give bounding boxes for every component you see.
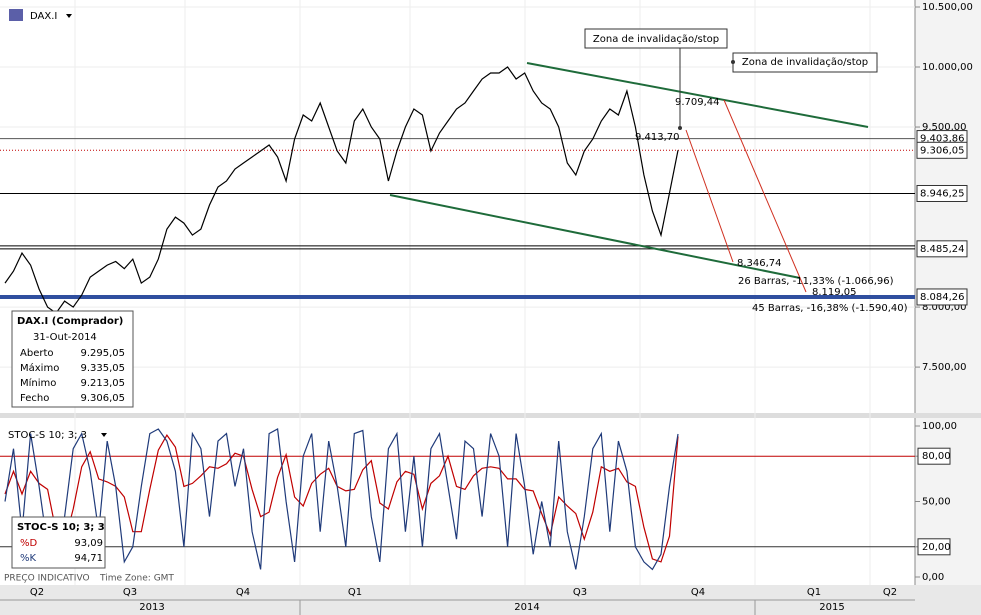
footer-timezone: Time Zone: GMT <box>99 574 174 584</box>
y-tick-label: 10.000,00 <box>922 62 973 73</box>
info-title: DAX.I (Comprador) <box>17 316 123 327</box>
instrument-title[interactable]: DAX.I <box>30 11 57 22</box>
quarter-label: Q1 <box>807 587 821 598</box>
series-line <box>4 428 679 571</box>
quarter-label: Q2 <box>30 587 44 598</box>
callout-box <box>584 28 728 49</box>
quarter-label: Q1 <box>348 587 362 598</box>
info-value: 94,71 <box>74 553 103 564</box>
series-line <box>4 433 679 563</box>
info-label: %K <box>20 553 37 564</box>
dropdown-arrow[interactable] <box>66 14 72 18</box>
panel-divider <box>0 413 981 418</box>
series-line <box>4 66 679 314</box>
y-tick-label: 80,00 <box>922 451 951 462</box>
indicator-title[interactable]: STOC-S 10; 3; 3 <box>8 430 87 441</box>
level-label: 9.306,05 <box>920 145 965 156</box>
callout-dot <box>678 126 682 130</box>
annotation: Zona de invalidação/stop <box>742 57 868 68</box>
info-box <box>11 310 134 408</box>
annotation: 8.119,05 <box>812 287 857 298</box>
level-label: 8.946,25 <box>920 188 965 199</box>
level-label-box <box>916 240 968 258</box>
marks <box>0 6 920 578</box>
year-label: 2013 <box>139 602 164 613</box>
info-label: Aberto <box>20 348 54 359</box>
y-tick-label: 7.500,00 <box>922 362 967 373</box>
projection-arrow <box>723 99 807 293</box>
quarter-label: Q3 <box>123 587 137 598</box>
instrument-icon <box>9 9 23 21</box>
info-value: 9.295,05 <box>80 348 125 359</box>
y-tick-label: 8.000,00 <box>922 302 967 313</box>
quarter-label: Q4 <box>691 587 705 598</box>
y-tick-label: 100,00 <box>922 421 957 432</box>
quarter-label: Q4 <box>236 587 250 598</box>
annotation: 9.709,44 <box>675 97 720 108</box>
info-value: 9.335,05 <box>80 363 125 374</box>
info-title: STOC-S 10; 3; 3 <box>17 522 105 533</box>
channel-lower <box>389 194 801 279</box>
info-label: Máximo <box>20 362 59 374</box>
axis-strip <box>915 0 981 615</box>
y-tick-label: 50,00 <box>922 497 951 508</box>
y-tick-label: 9.500,00 <box>922 122 967 133</box>
info-date: 31-Out-2014 <box>33 332 97 343</box>
info-value: 93,09 <box>74 538 103 549</box>
projection-arrow <box>685 129 734 263</box>
annotation: 45 Barras, -16,38% (-1.590,40) <box>752 303 908 314</box>
level-label-box <box>916 184 968 202</box>
info-label: Fecho <box>20 393 49 404</box>
info-label: Mínimo <box>20 377 56 389</box>
annotation: 26 Barras, -11,33% (-1.066,96) <box>738 276 894 287</box>
level-label-box <box>916 288 968 306</box>
dropdown-arrow[interactable] <box>101 433 107 437</box>
y-tick-label: 20,00 <box>922 542 951 553</box>
level-label: 9.403,86 <box>920 134 965 145</box>
info-label: %D <box>20 538 38 549</box>
y-tick-label: 0,00 <box>922 572 944 583</box>
tick-highlight <box>917 538 951 556</box>
level-label-box <box>916 141 968 159</box>
annotation: 8.346,74 <box>737 258 782 269</box>
footer-note: PREÇO INDICATIVO <box>4 574 90 584</box>
annotation: Zona de invalidação/stop <box>593 34 719 45</box>
level-label: 8.485,24 <box>920 244 965 255</box>
tick-highlight <box>917 447 951 465</box>
quarter-label: Q2 <box>883 587 897 598</box>
y-tick-label: 10.500,00 <box>922 2 973 13</box>
info-box <box>11 516 106 569</box>
quarter-label: Q3 <box>573 587 587 598</box>
year-label: 2015 <box>819 602 844 613</box>
info-value: 9.306,05 <box>80 393 125 404</box>
callout-dot <box>731 60 735 64</box>
level-label: 8.084,26 <box>920 292 965 303</box>
info-value: 9.213,05 <box>80 378 125 389</box>
annotation: 9.413,70 <box>635 132 680 143</box>
channel-upper <box>526 62 869 128</box>
year-label: 2014 <box>514 602 539 613</box>
quarter-grid <box>74 0 871 585</box>
